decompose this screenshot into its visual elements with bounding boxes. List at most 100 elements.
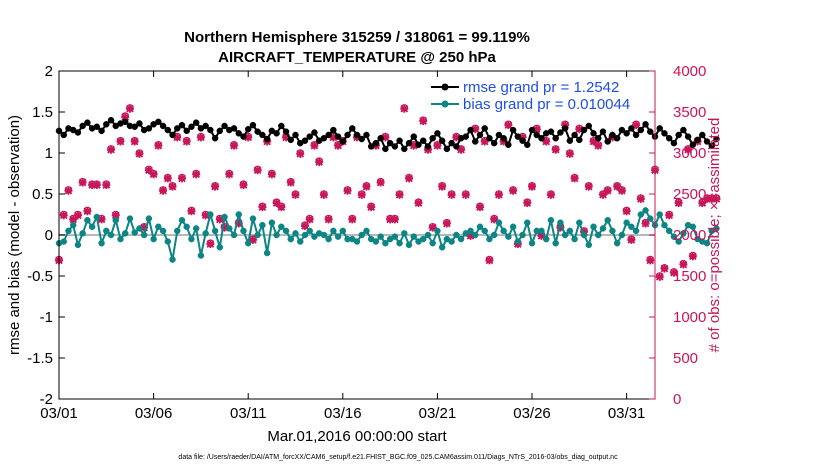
- bias-point: [632, 227, 640, 235]
- bias-point: [292, 230, 299, 237]
- bias-point: [164, 238, 172, 245]
- bias-point: [88, 223, 96, 231]
- obs-assimilated-marker: [258, 203, 267, 212]
- bias-point: [547, 216, 555, 224]
- obs-assimilated-marker: [471, 125, 480, 134]
- rmse-point: [689, 141, 697, 149]
- y-left-tick-label: -0.5: [27, 268, 53, 285]
- obs-assimilated-marker: [130, 137, 139, 146]
- obs-assimilated-marker: [300, 221, 309, 230]
- bias-point: [358, 231, 365, 239]
- bias-point: [107, 231, 115, 239]
- rmse-point: [448, 139, 455, 147]
- bias-point: [571, 235, 578, 243]
- bias-point: [278, 223, 285, 231]
- rmse-point: [282, 128, 290, 135]
- obs-assimilated-marker: [617, 186, 626, 195]
- rmse-point: [557, 129, 564, 136]
- obs-assimilated-marker: [277, 203, 286, 212]
- rmse-point: [259, 131, 266, 139]
- obs-assimilated-marker: [149, 170, 158, 179]
- obs-assimilated-marker: [324, 215, 333, 224]
- rmse-point: [571, 131, 578, 139]
- obs-assimilated-marker: [305, 215, 314, 224]
- bias-point: [192, 225, 200, 232]
- rmse-point: [419, 137, 427, 144]
- rmse-point: [263, 135, 271, 143]
- obs-assimilated-marker: [480, 137, 489, 146]
- obs-assimilated-marker: [154, 141, 163, 150]
- x-tick-label: 03/11: [230, 405, 266, 422]
- chart-title-line2: AIRCRAFT_TEMPERATURE @ 250 hPa: [218, 49, 496, 66]
- bias-point: [244, 239, 252, 247]
- rmse-point: [699, 131, 706, 139]
- bias-point: [197, 252, 205, 259]
- bias-point: [136, 225, 143, 232]
- obs-assimilated-marker: [116, 137, 125, 146]
- bias-point: [561, 231, 569, 239]
- rmse-point: [145, 125, 153, 132]
- rmse-point: [486, 134, 493, 142]
- obs-assimilated-marker: [580, 227, 589, 236]
- bias-point: [604, 216, 611, 224]
- rmse-point: [694, 136, 701, 144]
- bias-point: [363, 227, 370, 235]
- rmse-point: [211, 134, 219, 142]
- rmse-point: [405, 139, 413, 147]
- rmse-point: [174, 125, 181, 132]
- rmse-point: [509, 126, 517, 134]
- rmse-point: [533, 131, 540, 139]
- y-right-tick-label: 2000: [673, 227, 706, 244]
- rmse-point: [429, 134, 436, 142]
- obs-assimilated-marker: [381, 133, 390, 142]
- bias-point: [429, 239, 436, 247]
- bias-point: [259, 221, 266, 229]
- obs-assimilated-marker: [78, 178, 87, 187]
- obs-assimilated-marker: [187, 207, 196, 216]
- obs-assimilated-marker: [159, 186, 168, 195]
- obs-assimilated-marker: [542, 137, 551, 146]
- obs-assimilated-marker: [248, 235, 257, 244]
- obs-assimilated-marker: [88, 180, 97, 189]
- rmse-point: [98, 127, 105, 135]
- bias-point: [670, 233, 678, 240]
- x-tick-label: 03/01: [40, 405, 78, 422]
- rmse-point: [79, 122, 86, 130]
- x-tick-label: 03/16: [324, 405, 362, 422]
- bias-point: [580, 231, 588, 239]
- obs-assimilated-marker: [414, 199, 423, 208]
- rmse-point: [230, 125, 238, 132]
- x-tick-label: 03/21: [419, 405, 457, 422]
- bias-point: [448, 238, 455, 245]
- rmse-point: [74, 129, 82, 136]
- bias-point: [254, 231, 261, 239]
- rmse-point: [628, 125, 635, 132]
- obs-assimilated-marker: [296, 149, 305, 158]
- bias-point: [60, 238, 67, 245]
- bias-point: [235, 211, 242, 218]
- rmse-point: [410, 133, 418, 140]
- obs-assimilated-marker: [575, 125, 584, 134]
- rmse-point: [505, 141, 512, 149]
- bias-point: [552, 239, 559, 247]
- obs-assimilated-marker: [343, 186, 352, 195]
- rmse-point: [367, 143, 375, 150]
- rmse-point: [675, 131, 682, 139]
- rmse-point: [178, 121, 186, 129]
- rmse-point: [292, 131, 299, 139]
- obs-assimilated-marker: [494, 190, 503, 199]
- rmse-point: [306, 133, 313, 140]
- rmse-point: [372, 139, 380, 147]
- bias-point: [230, 231, 238, 239]
- rmse-point: [391, 143, 399, 150]
- bias-point: [334, 233, 342, 240]
- bias-point: [325, 235, 332, 243]
- obs-assimilated-marker: [69, 215, 78, 224]
- bias-point: [377, 233, 384, 240]
- obs-assimilated-marker: [272, 199, 281, 208]
- obs-assimilated-marker: [121, 112, 130, 121]
- obs-assimilated-marker: [125, 104, 134, 113]
- bias-point: [159, 227, 167, 235]
- obs-assimilated-marker: [452, 133, 461, 142]
